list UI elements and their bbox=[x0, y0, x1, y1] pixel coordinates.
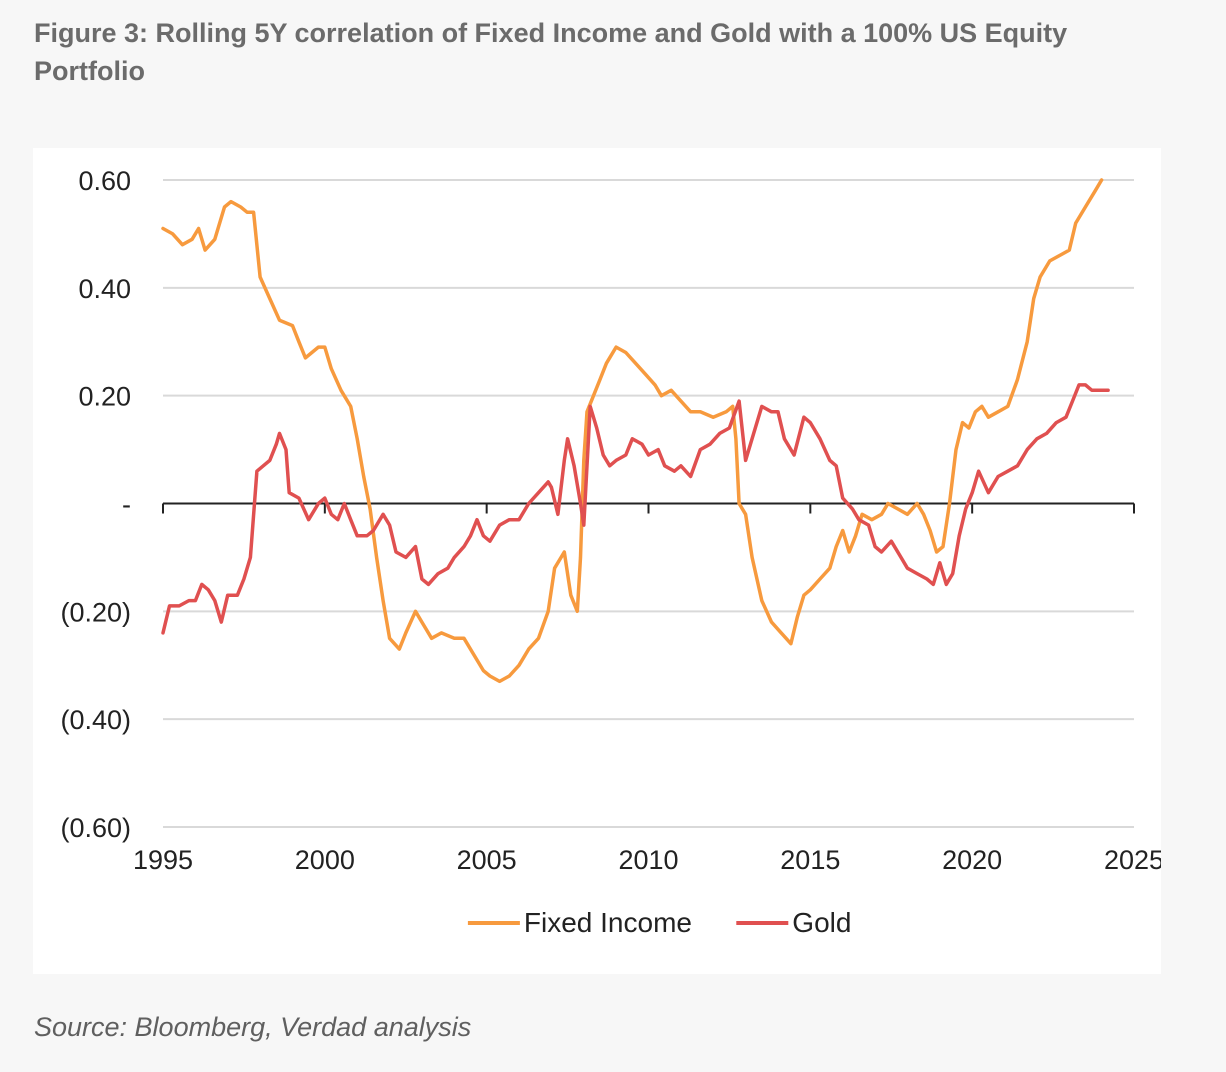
y-tick-label: 0.20 bbox=[78, 382, 131, 412]
line-chart: 0.60 0.40 0.20 - (0.20) (0.40) (0.60)1995 2000 2… bbox=[60, 166, 1161, 938]
x-tick-label: 2025 bbox=[1104, 845, 1161, 875]
y-tick-label: (0.60) bbox=[60, 813, 131, 843]
y-tick-label: 0.40 bbox=[78, 274, 131, 304]
y-tick-label: 0.60 bbox=[78, 166, 131, 196]
x-tick-label: 2005 bbox=[457, 845, 517, 875]
chart-panel: 0.60 0.40 0.20 - (0.20) (0.40) (0.60) 1995 2000 2… bbox=[33, 148, 1161, 974]
legend-label-fixed-income: Fixed Income bbox=[524, 907, 692, 938]
x-tick-label: 2010 bbox=[618, 845, 678, 875]
legend-label-gold: Gold bbox=[792, 907, 851, 938]
source-note: Source: Bloomberg, Verdad analysis bbox=[34, 1012, 472, 1042]
x-tick-label: 2020 bbox=[942, 845, 1002, 875]
y-tick-label: (0.40) bbox=[60, 705, 131, 735]
figure-title: Figure 3: Rolling 5Y correlation of Fixe… bbox=[34, 18, 1068, 86]
series-line-gold bbox=[161, 383, 1110, 635]
x-tick-label: 2015 bbox=[780, 845, 840, 875]
x-tick-label: 2000 bbox=[295, 845, 355, 875]
y-tick-label: (0.20) bbox=[60, 597, 131, 627]
series-line-fixed-income bbox=[161, 178, 1104, 684]
y-tick-label: - bbox=[122, 490, 131, 520]
x-tick-label: 1995 bbox=[133, 845, 193, 875]
